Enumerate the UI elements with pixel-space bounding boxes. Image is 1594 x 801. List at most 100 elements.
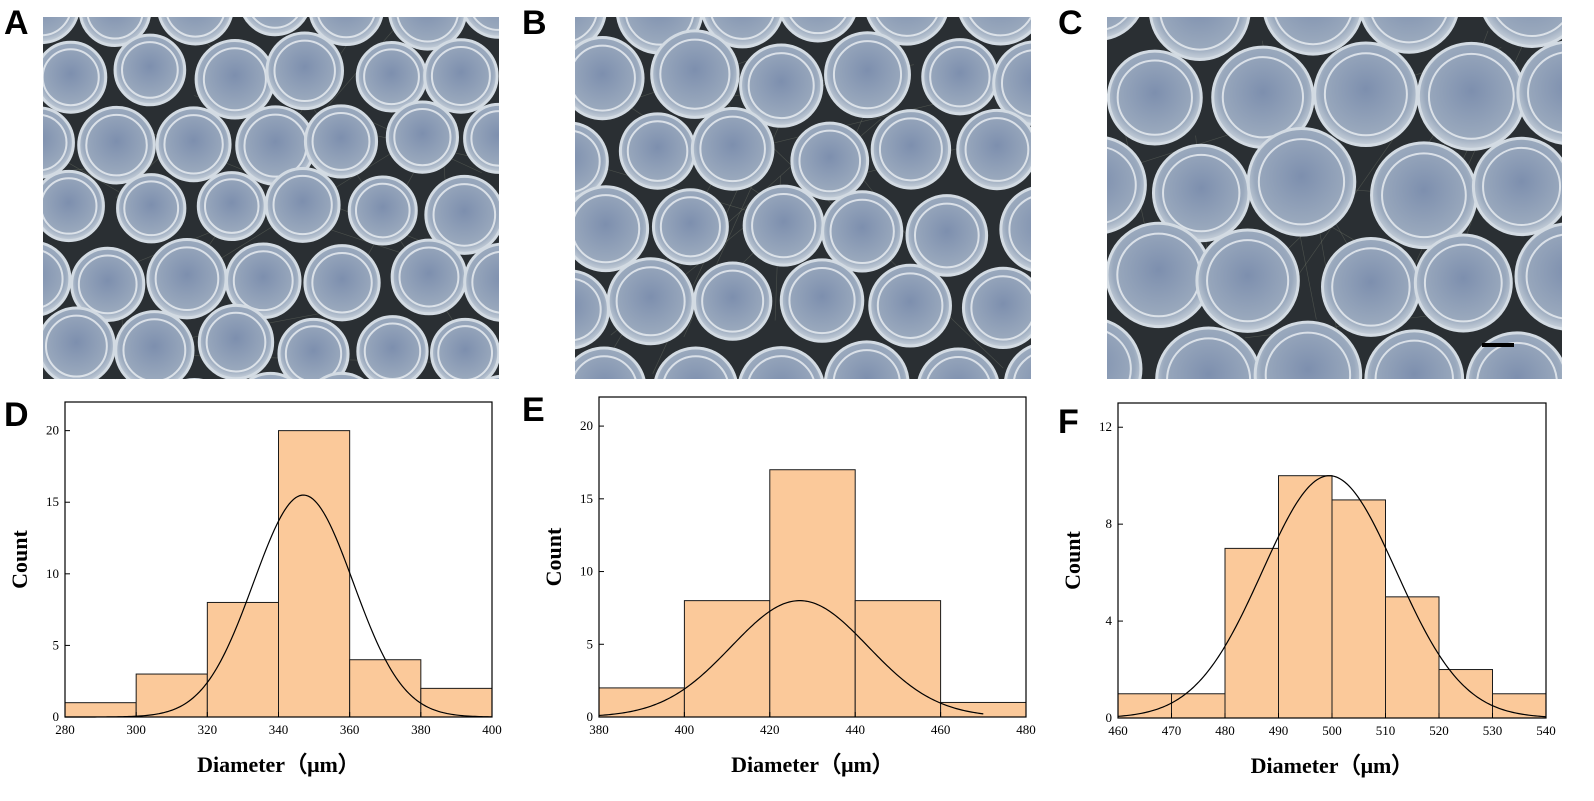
bead (430, 317, 499, 379)
bead (43, 106, 75, 179)
y-axis-title: Count (7, 529, 32, 588)
bead (463, 17, 499, 39)
bead (116, 173, 187, 244)
bead (1370, 141, 1478, 250)
x-tick-label: 470 (1162, 723, 1182, 738)
histogram-bar (598, 687, 685, 718)
x-tick-label: 480 (1016, 722, 1036, 737)
bead (1253, 320, 1363, 379)
bead (870, 109, 952, 190)
bead (463, 102, 499, 174)
bead (1514, 222, 1562, 331)
bead (303, 244, 381, 322)
bead (486, 374, 499, 379)
bead (319, 371, 365, 379)
bead (905, 194, 989, 277)
bead (424, 174, 499, 255)
x-tick-label: 400 (482, 722, 502, 737)
y-tick-label: 5 (53, 637, 60, 652)
histogram-bar (206, 601, 279, 718)
bead (146, 238, 228, 320)
x-tick-label: 380 (589, 722, 609, 737)
bead (1263, 17, 1363, 56)
bead (43, 169, 105, 243)
bead (824, 31, 911, 119)
y-tick-label: 10 (580, 564, 593, 579)
micrograph-c (1107, 17, 1562, 379)
micrograph-a (43, 17, 499, 379)
bead (1360, 17, 1458, 54)
bead (961, 266, 1031, 349)
scale-bar (1482, 343, 1514, 347)
y-tick-label: 10 (46, 566, 59, 581)
panel-label-a: A (4, 4, 29, 42)
x-tick-label: 530 (1483, 723, 1503, 738)
x-tick-label: 320 (198, 722, 218, 737)
bead (423, 38, 499, 114)
histogram-bar (1278, 475, 1333, 719)
plot-frame (598, 396, 1027, 718)
bead (690, 107, 775, 191)
bead (77, 105, 156, 185)
x-tick-label: 500 (1322, 723, 1342, 738)
x-tick-label: 540 (1536, 723, 1556, 738)
bead (956, 108, 1031, 191)
bead (1004, 344, 1031, 379)
bead (654, 346, 738, 379)
bead (739, 43, 824, 128)
bead (113, 33, 187, 107)
y-tick-label: 12 (1099, 419, 1112, 434)
bead (999, 186, 1031, 272)
bead (1107, 319, 1143, 379)
bead (738, 346, 824, 379)
histogram-bar (278, 430, 351, 718)
panel-label-d: D (4, 396, 29, 434)
y-tick-label: 8 (1106, 516, 1113, 531)
histogram-bar (64, 702, 137, 718)
gaussian-fit-curve (598, 600, 984, 717)
x-tick-label: 510 (1376, 723, 1396, 738)
bead (824, 340, 910, 379)
histogram-bar (1492, 693, 1547, 719)
histogram-d: 280 300 320 340 360 380 400 0 5 10 15 20 Diameter（μm… (7, 401, 502, 777)
bead (693, 261, 773, 341)
bead (70, 246, 146, 322)
x-tick-label: 460 (1108, 723, 1128, 738)
bead (43, 40, 108, 114)
bead (1155, 326, 1263, 379)
bead (1107, 49, 1203, 146)
x-tick-label: 340 (269, 722, 289, 737)
bead (790, 121, 870, 201)
bead (742, 184, 825, 267)
bead (463, 242, 499, 322)
x-tick-label: 480 (1215, 723, 1235, 738)
x-tick-label: 520 (1429, 723, 1449, 738)
bead (779, 258, 865, 343)
histogram-bar (1438, 669, 1493, 719)
bead (385, 100, 460, 174)
x-tick-label: 380 (411, 722, 431, 737)
bead (388, 17, 467, 51)
y-tick-label: 0 (587, 709, 594, 724)
bead (1416, 41, 1526, 151)
histogram-bar (1331, 499, 1386, 719)
bead (242, 17, 308, 37)
histogram-bar (420, 687, 493, 718)
micrograph-b-image (575, 17, 1031, 379)
bead (265, 31, 344, 111)
x-tick-label: 300 (126, 722, 146, 737)
bead (277, 317, 350, 379)
bead (780, 17, 856, 43)
panel-label-c: C (1058, 4, 1083, 42)
bead (575, 121, 609, 201)
y-tick-label: 20 (46, 423, 59, 438)
histogram-e: 380 400 420 440 460 480 0 5 10 15 20 Diameter（μm） Co… (541, 396, 1036, 777)
y-tick-label: 15 (580, 491, 593, 506)
bead (1107, 17, 1140, 40)
bead (43, 17, 79, 45)
bead (1516, 40, 1562, 145)
bead (651, 188, 729, 266)
y-tick-label: 0 (53, 709, 60, 724)
histogram-bar (349, 659, 422, 718)
